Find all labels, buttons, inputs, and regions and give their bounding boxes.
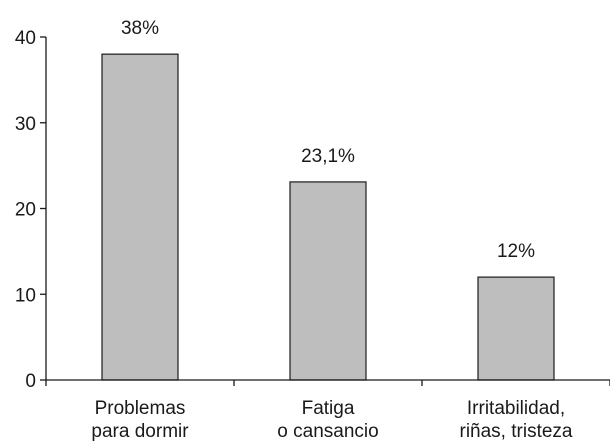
y-axis-ticks: 0 10 20 30 40 [15, 28, 46, 392]
y-tick-label: 40 [15, 28, 36, 49]
category-labels: Problemas para dormir Fatiga o cansancio Irr… [91, 398, 572, 442]
y-tick-label: 10 [15, 285, 36, 306]
data-label: 38% [121, 18, 159, 39]
category-label-line: Fatiga [302, 398, 355, 419]
category-label-line: Problemas [95, 398, 186, 419]
x-axis-ticks [45, 380, 610, 386]
category-label-line: Irritabilidad, [467, 398, 565, 419]
bar [101, 53, 179, 381]
category-label-line: riñas, tristeza [460, 421, 573, 442]
category-label: Irritabilidad, riñas, tristeza [460, 398, 573, 442]
y-tick-label: 30 [15, 114, 36, 135]
data-label: 12% [497, 241, 535, 262]
data-labels: 38% 23,1% 12% [121, 18, 535, 262]
bars [101, 53, 555, 381]
y-tick-label: 0 [25, 371, 36, 392]
category-label: Fatiga o cansancio [277, 398, 378, 442]
category-label: Problemas para dormir [91, 398, 189, 442]
category-label-line: para dormir [91, 421, 189, 442]
bar [289, 181, 367, 381]
data-label: 23,1% [301, 146, 355, 167]
bar [477, 276, 555, 381]
y-tick-label: 20 [15, 200, 36, 221]
category-label-line: o cansancio [277, 421, 378, 442]
